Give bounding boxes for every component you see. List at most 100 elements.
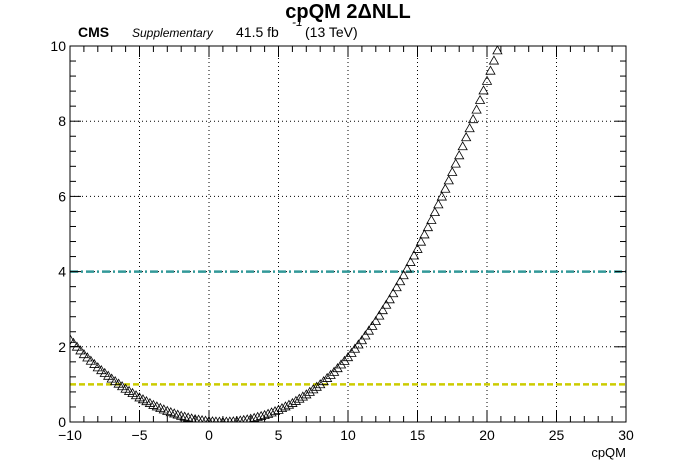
data-point — [70, 333, 76, 344]
x-tick-label: 30 — [618, 427, 634, 443]
x-tick-label: 10 — [340, 427, 356, 443]
interpolated-marker — [321, 372, 333, 382]
x-tick-label: 5 — [275, 427, 283, 443]
interpolated-marker — [429, 206, 441, 217]
interpolated-marker — [443, 175, 454, 185]
interpolated-marker — [99, 367, 110, 377]
data-point — [440, 183, 451, 193]
data-point — [426, 214, 437, 224]
interpolated-marker — [229, 416, 237, 422]
interpolated-marker — [179, 411, 190, 421]
interpolated-marker — [492, 46, 503, 55]
interpolated-marker — [248, 412, 260, 422]
interpolated-marker — [485, 65, 496, 75]
interpolated-marker — [360, 330, 371, 340]
lumi-label: 41.5 fb — [236, 24, 279, 40]
interpolated-marker — [269, 405, 281, 416]
interpolated-marker — [297, 391, 309, 401]
interpolated-marker — [212, 416, 220, 422]
interpolated-marker — [280, 401, 291, 411]
interpolated-marker — [367, 320, 378, 330]
interpolated-marker — [363, 325, 375, 335]
interpolated-marker — [226, 416, 234, 422]
interpolated-marker — [325, 369, 336, 379]
interpolated-marker — [450, 158, 461, 168]
data-point — [233, 415, 241, 422]
chart-title: cpQM 2ΔNLL — [285, 1, 411, 23]
interpolated-marker — [304, 386, 315, 396]
interpolated-marker — [75, 345, 86, 355]
interpolated-marker — [500, 25, 509, 33]
x-tick-label: 0 — [205, 427, 213, 443]
y-tick-label: 10 — [50, 38, 66, 54]
interpolated-marker — [419, 229, 430, 239]
interpolated-marker — [422, 222, 434, 232]
data-point — [245, 413, 256, 422]
interpolated-marker — [381, 299, 392, 309]
data-point — [370, 315, 381, 326]
cms-label: CMS — [78, 24, 109, 40]
x-tick-label: 20 — [479, 427, 495, 443]
interpolated-marker — [488, 55, 500, 65]
interpolated-marker — [236, 415, 245, 422]
x-tick-label: −5 — [132, 427, 148, 443]
interpolated-marker — [223, 416, 230, 422]
interpolated-marker — [408, 250, 420, 260]
x-tick-label: 15 — [410, 427, 426, 443]
data-point — [467, 114, 479, 124]
interpolated-marker — [103, 370, 114, 380]
interpolated-marker — [266, 407, 277, 417]
interpolated-marker — [503, 14, 512, 22]
interpolated-marker — [71, 341, 83, 351]
interpolated-marker — [405, 256, 416, 266]
interpolated-marker — [391, 282, 402, 292]
data-point — [384, 294, 395, 304]
x-tick-label: −10 — [58, 427, 82, 443]
interpolated-marker — [460, 132, 472, 142]
interpolated-marker — [433, 199, 444, 209]
data-point — [205, 415, 213, 422]
y-tick-label: 2 — [58, 339, 66, 355]
interpolated-marker — [457, 141, 468, 151]
data-point — [454, 150, 465, 160]
x-axis-label: cpQM — [591, 445, 626, 460]
interpolated-marker — [318, 375, 329, 386]
supplementary-label: Supplementary — [132, 26, 214, 40]
energy-label: (13 TeV) — [305, 24, 358, 40]
data-point — [219, 416, 226, 422]
interpolated-marker — [182, 412, 194, 422]
interpolated-marker — [436, 191, 448, 201]
interpolated-marker — [82, 352, 93, 362]
interpolated-marker — [276, 402, 288, 413]
data-point — [190, 414, 200, 422]
interpolated-marker — [311, 381, 322, 391]
y-tick-label: 4 — [58, 264, 66, 280]
data-point — [496, 36, 505, 44]
data-point — [481, 75, 493, 85]
interpolated-marker — [96, 364, 107, 375]
interpolated-marker — [89, 358, 100, 368]
data-point — [92, 362, 103, 372]
data-point — [301, 389, 312, 399]
interpolated-marker — [198, 415, 207, 422]
y-tick-label: 6 — [58, 188, 66, 204]
interpolated-marker — [239, 414, 248, 422]
interpolated-marker — [474, 94, 486, 104]
interpolated-marker — [401, 263, 413, 273]
interpolated-marker — [308, 384, 319, 394]
interpolated-marker — [507, 3, 516, 11]
interpolated-marker — [464, 123, 475, 133]
data-point — [412, 243, 423, 253]
data-point — [78, 349, 90, 359]
x-tick-label: 25 — [549, 427, 565, 443]
data-point — [315, 379, 326, 389]
interpolated-marker — [387, 288, 399, 298]
data-point — [356, 335, 368, 345]
interpolated-marker — [85, 355, 97, 365]
interpolated-marker — [262, 408, 274, 418]
interpolated-marker — [255, 410, 267, 420]
interpolated-marker — [216, 416, 223, 422]
interpolated-marker — [201, 415, 210, 422]
